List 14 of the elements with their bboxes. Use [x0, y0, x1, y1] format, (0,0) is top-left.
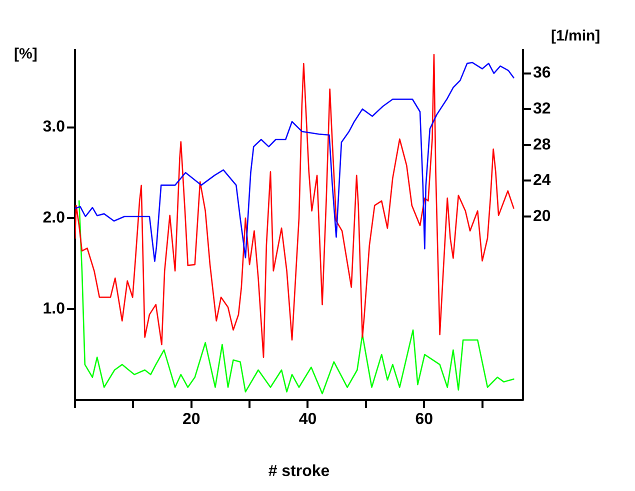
y2-tick-label: 28: [533, 136, 551, 154]
x-tick-label: 20: [182, 411, 200, 428]
y2-tick-label: 24: [533, 172, 551, 190]
y2-tick-label: 32: [533, 100, 551, 118]
y-tick-label: 3.0: [42, 118, 66, 136]
x-tick-label: 40: [298, 411, 317, 428]
y2-tick-label: 36: [533, 64, 551, 82]
y-tick-label: 1.0: [42, 300, 66, 318]
y-axis-title: [%]: [14, 46, 38, 63]
x-axis-title: # stroke: [268, 462, 330, 480]
y-tick-label: 2.0: [42, 210, 66, 227]
y2-axis-title: [1/min]: [551, 28, 600, 45]
x-tick-label: 60: [415, 411, 434, 428]
y2-tick-label: 20: [533, 208, 551, 225]
